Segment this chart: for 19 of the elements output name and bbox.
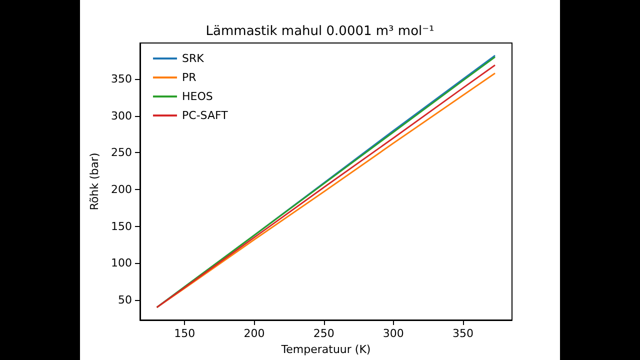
chart-title: Lämmastik mahul 0.0001 m³ mol⁻¹ bbox=[206, 24, 434, 39]
y-tick-label: 200 bbox=[111, 183, 132, 196]
y-tick-label: 50 bbox=[118, 294, 132, 307]
y-axis-title: Rõhk (bar) bbox=[88, 152, 102, 210]
y-tick-label: 350 bbox=[111, 72, 132, 86]
x-axis-title: Temperatuur (K) bbox=[280, 342, 371, 356]
legend-label: PR bbox=[182, 71, 197, 84]
x-tick-label: 250 bbox=[313, 327, 334, 340]
legend-label: HEOS bbox=[182, 90, 213, 103]
y-tick-label: 300 bbox=[111, 109, 132, 122]
x-tick-label: 150 bbox=[174, 327, 196, 340]
y-tick-label: 150 bbox=[111, 220, 132, 233]
x-tick-label: 200 bbox=[244, 327, 265, 340]
legend-label: PC-SAFT bbox=[182, 109, 228, 122]
y-tick-label: 100 bbox=[111, 256, 132, 270]
x-tick-label: 300 bbox=[382, 327, 404, 340]
x-tick-label: 350 bbox=[452, 327, 474, 340]
legend-label: SRK bbox=[182, 52, 205, 65]
y-tick-label: 250 bbox=[111, 146, 132, 160]
